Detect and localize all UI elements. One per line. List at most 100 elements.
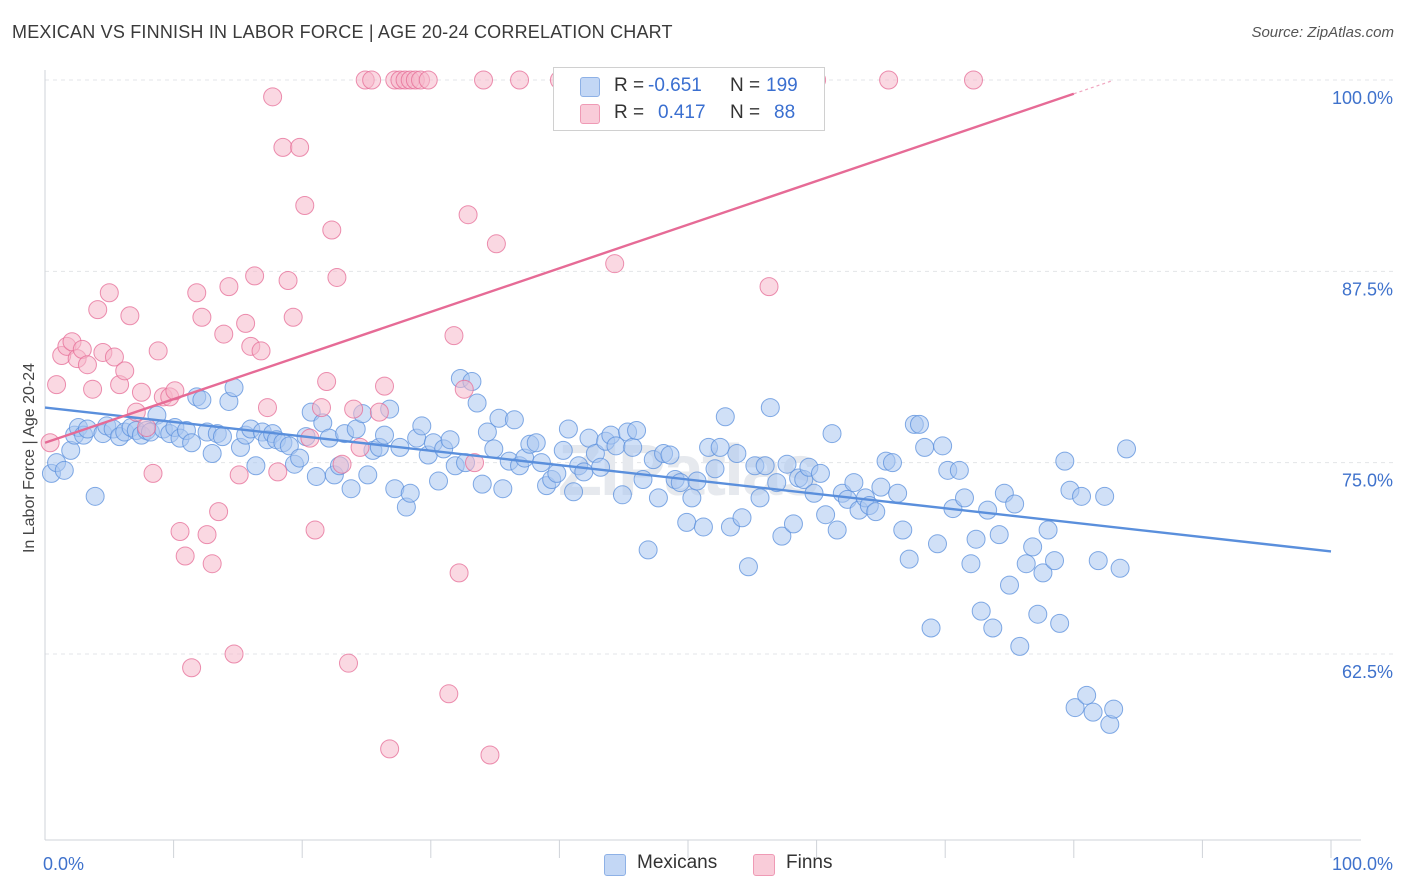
trend-line-extension [1073, 80, 1113, 95]
data-point [306, 466, 326, 486]
data-point [510, 70, 530, 90]
data-point [458, 205, 478, 225]
data-point [660, 445, 680, 465]
x-tick-label-min: 0.0% [43, 854, 84, 874]
data-point [921, 618, 941, 638]
data-point [915, 437, 935, 457]
axes [44, 70, 1361, 858]
legend-n-value: 199 [766, 75, 798, 96]
data-point [332, 454, 352, 474]
data-point [283, 307, 303, 327]
data-point [245, 266, 265, 286]
data-point [40, 433, 60, 453]
data-point [444, 326, 464, 346]
data-point [131, 382, 151, 402]
data-point [143, 463, 163, 483]
data-point [670, 473, 690, 493]
data-point [182, 433, 202, 453]
y-tick-label: 100.0% [1332, 88, 1393, 108]
legend-r-value: 0.417 [658, 102, 706, 123]
data-point [1023, 537, 1043, 557]
series-points [40, 70, 1137, 765]
data-point [465, 453, 485, 473]
data-point [83, 379, 103, 399]
data-point [88, 300, 108, 320]
data-point [547, 463, 567, 483]
bottom-legend-label-finns: Finns [786, 852, 833, 873]
data-point [893, 520, 913, 540]
data-point [738, 557, 758, 577]
trend-line-finns [44, 92, 1075, 444]
data-point [47, 375, 67, 395]
data-point [429, 471, 449, 491]
data-point [591, 457, 611, 477]
data-point [526, 433, 546, 453]
data-point [783, 514, 803, 534]
x-tick-label-max: 100.0% [1332, 854, 1393, 874]
data-point [369, 402, 389, 422]
data-point [467, 393, 487, 413]
data-point [192, 307, 212, 327]
data-point [1110, 558, 1130, 578]
data-point [989, 525, 1009, 545]
data-point [1104, 699, 1124, 719]
legend-n-value: 88 [774, 102, 796, 123]
data-point [246, 456, 266, 476]
data-point [380, 739, 400, 759]
data-point [1016, 554, 1036, 574]
data-point [888, 483, 908, 503]
data-point [623, 437, 643, 457]
data-point [504, 410, 524, 430]
data-point [844, 473, 864, 493]
data-point [322, 220, 342, 240]
data-point [971, 601, 991, 621]
data-point [375, 376, 395, 396]
data-point [344, 399, 364, 419]
legend-swatch-finns [580, 104, 600, 124]
source-label: Source: ZipAtlas.com [1251, 24, 1394, 41]
data-point [120, 306, 140, 326]
data-point [777, 454, 797, 474]
data-point [338, 653, 358, 673]
data-point [816, 505, 836, 525]
data-point [827, 520, 847, 540]
data-point [727, 443, 747, 463]
data-point [418, 70, 438, 90]
data-point [85, 486, 105, 506]
grid-lines [45, 79, 1395, 655]
data-point [1088, 551, 1108, 571]
data-point [954, 488, 974, 508]
data-point [148, 341, 168, 361]
data-point [677, 512, 697, 532]
data-point [224, 644, 244, 664]
data-point [187, 283, 207, 303]
data-point [693, 517, 713, 537]
data-point [202, 554, 222, 574]
legend-n-label: N = [730, 102, 761, 123]
data-point [197, 525, 217, 545]
data-point [412, 416, 432, 436]
legend-r-label: R = [614, 102, 645, 123]
data-point [290, 137, 310, 157]
data-point [871, 477, 891, 497]
data-point [1033, 563, 1053, 583]
data-point [949, 460, 969, 480]
data-point [1010, 636, 1030, 656]
legend-r-value: -0.651 [648, 75, 702, 96]
y-tick-label: 62.5% [1342, 662, 1393, 682]
data-point [484, 439, 504, 459]
y-axis-label: In Labor Force | Age 20-24 [21, 363, 38, 553]
data-point [358, 465, 378, 485]
y-tick-label: 87.5% [1342, 279, 1393, 299]
data-point [209, 502, 229, 522]
data-point [638, 540, 658, 560]
data-point [440, 430, 460, 450]
trend-lines [44, 80, 1332, 553]
data-point [400, 483, 420, 503]
legend-row-mexicans: R = -0.651 N = 199 [554, 72, 824, 100]
data-point [909, 414, 929, 434]
data-point [175, 546, 195, 566]
data-point [305, 520, 325, 540]
data-point [202, 443, 222, 463]
data-point [454, 379, 474, 399]
